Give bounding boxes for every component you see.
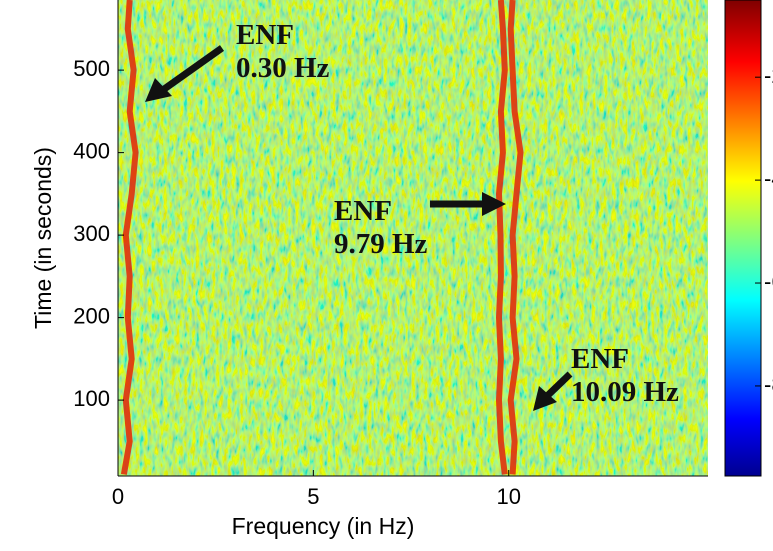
annotation: 0.30 Hz — [236, 52, 330, 84]
spectrogram-texture — [118, 0, 708, 476]
x-tick-label: 0 — [112, 484, 124, 509]
enf-trace — [120, 0, 139, 475]
colorbar-tick-label: -4 — [764, 166, 773, 191]
annotation: ENF — [236, 19, 294, 51]
colorbar-tick-label: -8 — [764, 372, 773, 397]
y-tick-label: 200 — [73, 303, 110, 328]
y-axis-label: Time (in seconds) — [30, 147, 56, 329]
enf-trace — [496, 0, 508, 475]
y-tick-label: 400 — [73, 138, 110, 163]
y-tick-label: 300 — [73, 221, 110, 246]
annotation: ENF — [334, 195, 392, 227]
annotation: 9.79 Hz — [334, 228, 428, 260]
colorbar — [724, 0, 762, 477]
colorbar-tick-label: -6 — [764, 269, 773, 294]
x-axis-label: Frequency (in Hz) — [232, 513, 415, 539]
y-tick-label: 100 — [73, 386, 110, 411]
arrows — [145, 45, 573, 411]
annotation: 10.09 Hz — [571, 376, 679, 408]
x-tick-label: 10 — [496, 484, 520, 509]
x-tick-label: 5 — [307, 484, 319, 509]
colorbar-tick-label: -2 — [764, 63, 773, 88]
annotation: ENF — [571, 343, 629, 375]
enf-trace — [507, 0, 524, 475]
y-tick-label: 500 — [73, 56, 110, 81]
